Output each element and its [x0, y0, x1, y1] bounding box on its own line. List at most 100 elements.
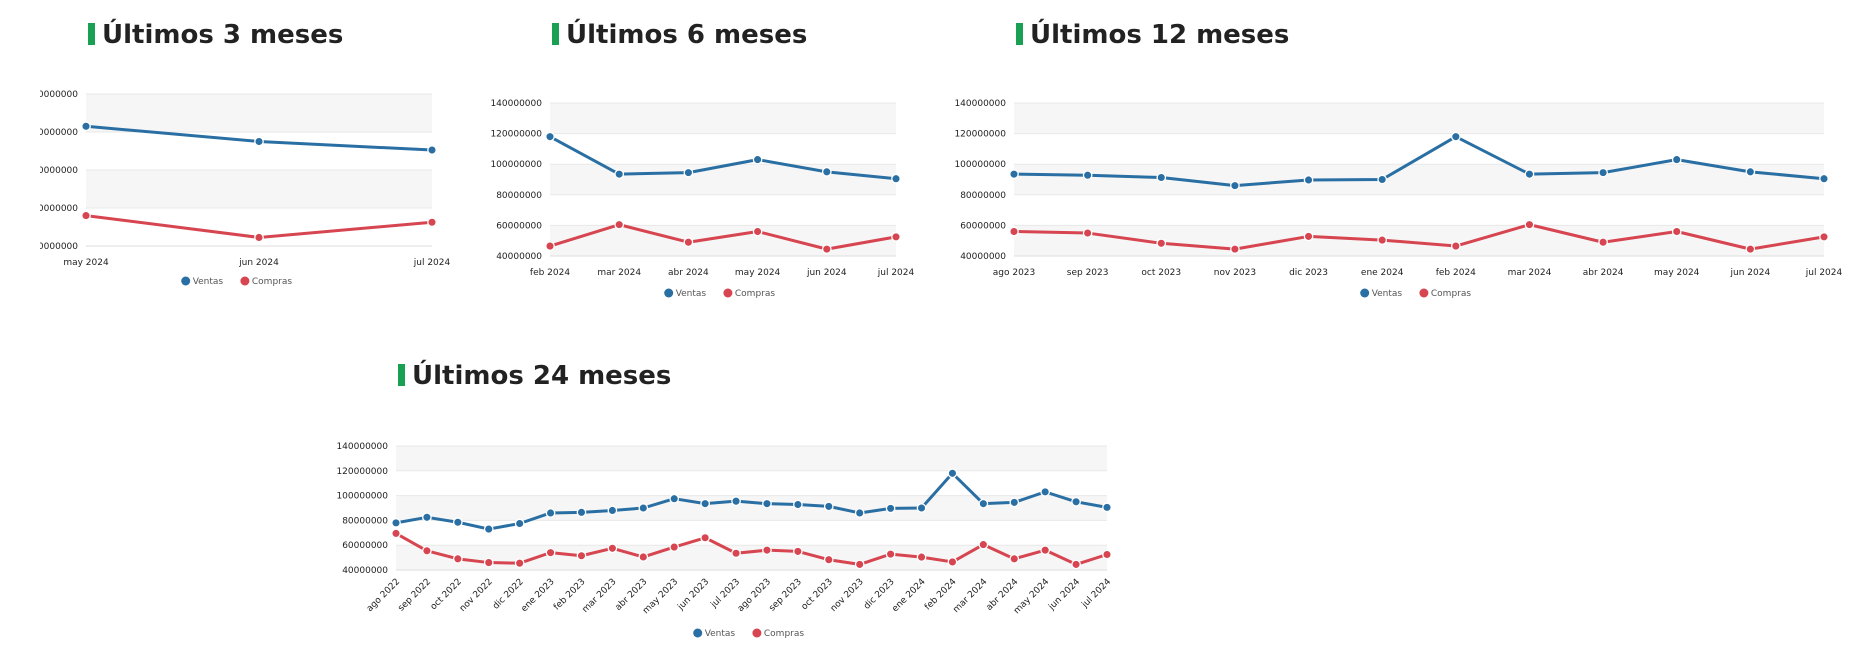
data-point-ventas[interactable]	[1071, 496, 1081, 507]
data-point-compras[interactable]	[607, 543, 618, 554]
legend-label-ventas[interactable]: Ventas	[676, 289, 707, 299]
legend-label-ventas[interactable]: Ventas	[1372, 289, 1403, 299]
legend-marker-ventas[interactable]	[181, 276, 191, 286]
data-point-compras[interactable]	[1082, 228, 1093, 238]
data-point-compras[interactable]	[731, 548, 741, 559]
data-point-compras[interactable]	[1009, 553, 1020, 564]
data-point-ventas[interactable]	[752, 154, 763, 165]
legend-label-compras[interactable]: Compras	[764, 629, 804, 639]
data-point-ventas[interactable]	[1009, 169, 1019, 179]
data-point-compras[interactable]	[1071, 559, 1081, 570]
data-point-compras[interactable]	[483, 557, 494, 568]
data-point-ventas[interactable]	[422, 512, 432, 523]
legend-marker-ventas[interactable]	[664, 288, 674, 298]
data-point-ventas[interactable]	[885, 503, 896, 514]
data-point-compras[interactable]	[793, 546, 803, 557]
data-point-ventas[interactable]	[891, 173, 901, 184]
legend-label-compras[interactable]: Compras	[1431, 289, 1471, 299]
data-point-compras[interactable]	[669, 542, 680, 552]
legend-marker-compras[interactable]	[1419, 288, 1429, 298]
data-point-ventas[interactable]	[821, 167, 832, 177]
data-point-ventas[interactable]	[762, 498, 772, 509]
data-point-compras[interactable]	[452, 553, 463, 564]
data-point-ventas[interactable]	[514, 518, 525, 529]
data-point-compras[interactable]	[514, 558, 525, 569]
data-point-ventas[interactable]	[545, 131, 555, 142]
data-point-compras[interactable]	[683, 237, 694, 248]
data-point-ventas[interactable]	[700, 498, 710, 509]
data-point-ventas[interactable]	[823, 501, 834, 512]
data-point-ventas[interactable]	[427, 145, 437, 155]
data-point-ventas[interactable]	[1156, 172, 1167, 183]
data-point-compras[interactable]	[1450, 241, 1461, 251]
data-point-compras[interactable]	[545, 547, 556, 558]
legend-marker-ventas[interactable]	[1360, 288, 1370, 298]
data-point-compras[interactable]	[885, 549, 896, 559]
data-point-ventas[interactable]	[1303, 175, 1314, 185]
data-point-compras[interactable]	[81, 210, 91, 221]
data-point-ventas[interactable]	[545, 508, 556, 518]
data-point-ventas[interactable]	[683, 167, 694, 178]
data-point-compras[interactable]	[891, 232, 901, 242]
data-point-ventas[interactable]	[1671, 154, 1682, 165]
data-point-compras[interactable]	[427, 217, 437, 228]
data-point-compras[interactable]	[1524, 219, 1535, 230]
data-point-compras[interactable]	[762, 545, 772, 556]
data-point-compras[interactable]	[1102, 549, 1112, 560]
legend-label-ventas[interactable]: Ventas	[193, 277, 224, 287]
data-point-ventas[interactable]	[1102, 502, 1112, 513]
data-point-compras[interactable]	[1819, 232, 1829, 242]
data-point-compras[interactable]	[614, 219, 625, 230]
data-point-ventas[interactable]	[1598, 167, 1608, 178]
data-point-compras[interactable]	[978, 539, 989, 550]
data-point-ventas[interactable]	[1230, 180, 1240, 191]
data-point-compras[interactable]	[916, 552, 927, 562]
data-point-ventas[interactable]	[254, 136, 264, 147]
data-point-compras[interactable]	[422, 545, 432, 556]
data-point-ventas[interactable]	[1524, 169, 1535, 179]
data-point-compras[interactable]	[1598, 237, 1608, 248]
data-point-ventas[interactable]	[483, 524, 494, 534]
legend-marker-compras[interactable]	[752, 628, 762, 638]
data-point-compras[interactable]	[854, 559, 865, 570]
data-point-compras[interactable]	[576, 550, 587, 561]
data-point-ventas[interactable]	[854, 508, 865, 518]
data-point-compras[interactable]	[823, 554, 834, 565]
data-point-ventas[interactable]	[669, 493, 680, 504]
data-point-compras[interactable]	[638, 552, 649, 562]
data-point-ventas[interactable]	[1377, 174, 1388, 185]
data-point-compras[interactable]	[1009, 226, 1019, 237]
data-point-compras[interactable]	[1745, 244, 1756, 254]
data-point-ventas[interactable]	[978, 498, 989, 509]
legend-marker-ventas[interactable]	[693, 628, 703, 638]
data-point-compras[interactable]	[1156, 238, 1167, 249]
data-point-compras[interactable]	[700, 532, 710, 543]
data-point-ventas[interactable]	[1040, 487, 1051, 497]
data-point-compras[interactable]	[752, 226, 763, 237]
data-point-ventas[interactable]	[81, 121, 91, 132]
data-point-ventas[interactable]	[1082, 170, 1093, 181]
legend-label-ventas[interactable]: Ventas	[705, 629, 736, 639]
data-point-compras[interactable]	[1230, 244, 1240, 254]
data-point-compras[interactable]	[1303, 231, 1314, 242]
data-point-ventas[interactable]	[916, 503, 927, 513]
data-point-ventas[interactable]	[391, 518, 401, 528]
data-point-compras[interactable]	[254, 232, 264, 243]
legend-marker-compras[interactable]	[723, 288, 733, 298]
data-point-compras[interactable]	[391, 528, 401, 539]
data-point-ventas[interactable]	[607, 505, 618, 516]
legend-label-compras[interactable]: Compras	[735, 289, 775, 299]
legend-label-compras[interactable]: Compras	[252, 277, 292, 287]
data-point-compras[interactable]	[821, 244, 832, 254]
data-point-compras[interactable]	[545, 241, 555, 251]
data-point-ventas[interactable]	[1009, 497, 1020, 508]
data-point-ventas[interactable]	[638, 503, 649, 513]
data-point-ventas[interactable]	[1745, 167, 1756, 177]
legend-marker-compras[interactable]	[240, 276, 250, 286]
data-point-ventas[interactable]	[576, 507, 587, 518]
data-point-ventas[interactable]	[1450, 131, 1461, 142]
data-point-compras[interactable]	[1671, 226, 1682, 237]
data-point-ventas[interactable]	[452, 517, 463, 528]
data-point-ventas[interactable]	[731, 496, 741, 507]
data-point-ventas[interactable]	[614, 169, 625, 179]
